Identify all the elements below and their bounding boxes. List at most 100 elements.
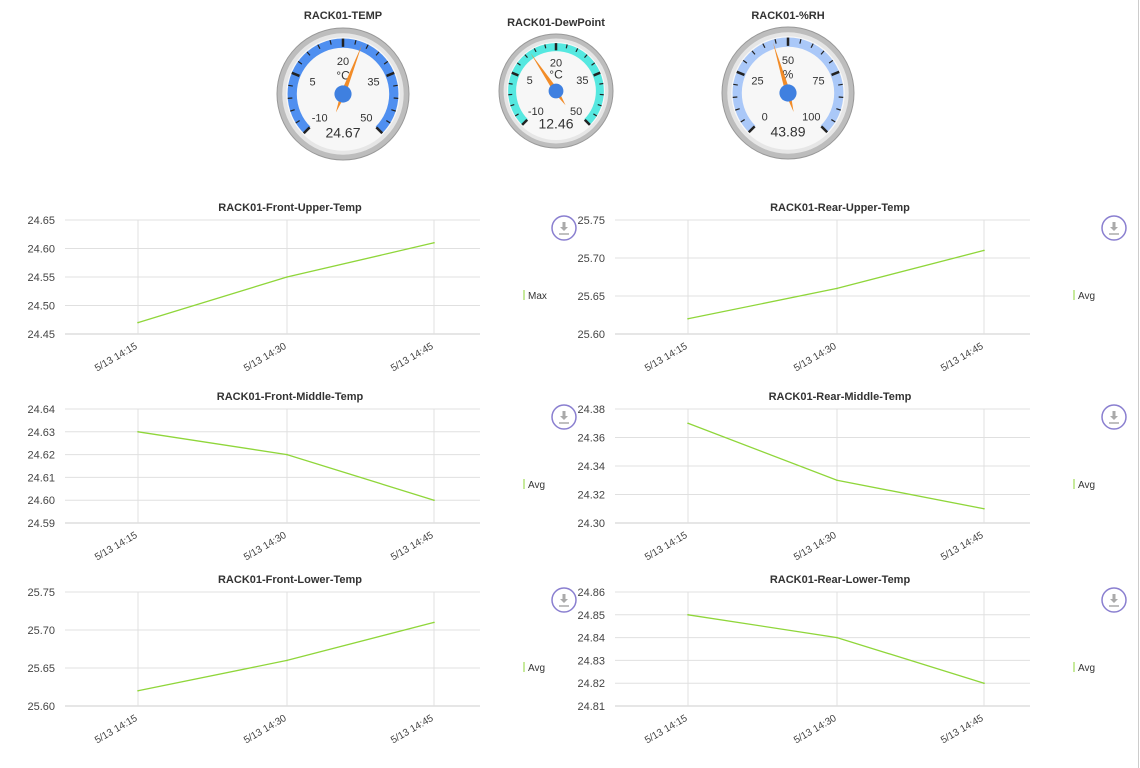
download-button[interactable]: [1101, 587, 1127, 613]
data-point: [687, 422, 689, 425]
gauge-tick: [747, 125, 756, 134]
gauge-tick: [391, 109, 396, 112]
y-tick-label: 24.30: [577, 518, 605, 530]
gauge-value: 43.89: [770, 124, 805, 140]
gauge-hub: [334, 85, 352, 103]
gauge-tick: [291, 71, 300, 78]
chart-title: RACK01-Front-Middle-Temp: [217, 391, 364, 403]
gauge-tick: [810, 43, 814, 48]
y-tick-label: 24.82: [577, 678, 605, 690]
y-tick-label: 25.75: [27, 587, 55, 599]
gauge-title: RACK01-TEMP: [303, 10, 383, 22]
y-tick-label: 24.45: [27, 329, 55, 341]
gauge-tick: [393, 84, 398, 87]
gauge-0: -10 5 20 35 50 °C 24.67: [276, 27, 410, 161]
data-point: [983, 507, 985, 510]
y-tick-label: 24.60: [27, 244, 55, 256]
data-point: [983, 249, 985, 252]
x-tick-label: 5/13 14:15: [643, 341, 690, 374]
y-tick-label: 24.50: [27, 301, 55, 313]
gauge-tick-label: -10: [528, 106, 544, 118]
gauge-tick: [375, 51, 380, 56]
download-icon-arrow: [560, 599, 568, 603]
series-line: [137, 621, 435, 692]
download-icon-arrow: [1110, 416, 1118, 420]
y-tick-label: 24.62: [27, 450, 55, 462]
gauge-title: RACK01-%RH: [751, 10, 825, 22]
gauge-tick: [584, 54, 588, 59]
data-point: [983, 682, 985, 684]
x-tick-label: 5/13 14:15: [93, 530, 140, 563]
x-tick-label: 5/13 14:45: [389, 530, 436, 563]
scrollbar-edge: [1138, 0, 1139, 768]
chart-title: RACK01-Rear-Upper-Temp: [770, 202, 910, 214]
gauge-tick-label: 5: [527, 75, 533, 87]
gauge-tick: [575, 48, 579, 53]
gauge-tick-label: 75: [812, 75, 824, 87]
data-point: [286, 276, 288, 278]
line-chart-rack01-front-upper-temp: RACK01-Front-Upper-Temp 24.45 24.50 24.55 24…: [0, 195, 577, 380]
gauge-tick: [508, 82, 513, 85]
chart-svg: RACK01-Rear-Upper-Temp 25.60 25.65 25.70 25.…: [577, 202, 1127, 374]
y-tick-label: 25.60: [27, 701, 55, 713]
y-tick-label: 25.65: [27, 663, 55, 675]
legend-label: Max: [528, 291, 547, 302]
line-chart-rack01-front-lower-temp: RACK01-Front-Lower-Temp 25.60 25.65 25.70 25…: [0, 567, 577, 752]
gauge-hub: [548, 83, 564, 99]
gauge-tick: [799, 38, 802, 44]
chart-title: RACK01-Front-Lower-Temp: [218, 574, 362, 586]
gauge-tick-label: -10: [312, 112, 328, 124]
gauge-tick: [288, 84, 293, 87]
gauge-tick: [521, 118, 529, 126]
gauge-tick: [593, 113, 598, 117]
download-button[interactable]: [1101, 215, 1127, 241]
gauge-hub: [779, 84, 797, 102]
data-point: [137, 431, 139, 433]
gauge-tick-label: 25: [751, 75, 763, 87]
download-button[interactable]: [1101, 404, 1127, 430]
y-tick-label: 24.61: [27, 472, 55, 484]
gauge-value: 24.67: [325, 125, 360, 141]
x-tick-label: 5/13 14:45: [389, 713, 436, 746]
y-tick-label: 25.70: [27, 625, 55, 637]
gauge-tick: [302, 126, 311, 135]
download-icon-arrow: [560, 416, 568, 420]
gauge-unit: °C: [549, 67, 563, 81]
legend-label: Avg: [1078, 663, 1095, 674]
y-tick-label: 24.36: [577, 433, 605, 445]
gauge-unit: °C: [336, 68, 350, 82]
download-button[interactable]: [551, 215, 577, 241]
data-point: [836, 636, 838, 639]
series-line: [687, 614, 985, 684]
y-tick-label: 24.32: [577, 490, 605, 502]
chart-title: RACK01-Rear-Middle-Temp: [769, 391, 912, 403]
download-button[interactable]: [551, 587, 577, 613]
gauge-tick: [591, 62, 596, 66]
gauge-tick: [740, 119, 745, 123]
download-icon-shaft: [1112, 411, 1116, 416]
download-icon: [1109, 594, 1119, 607]
gauge-unit: %: [783, 67, 794, 81]
y-tick-label: 24.85: [577, 610, 605, 622]
gauge-tick: [297, 60, 303, 65]
series-line: [137, 242, 435, 324]
chart-svg: RACK01-Front-Upper-Temp 24.45 24.50 24.55 24…: [27, 202, 577, 374]
x-tick-label: 5/13 14:45: [939, 530, 986, 563]
gauge-tick-label: 0: [762, 111, 768, 123]
y-tick-label: 24.38: [577, 404, 605, 416]
gauge-tick: [736, 70, 745, 77]
x-tick-label: 5/13 14:30: [792, 530, 839, 563]
y-tick-label: 24.64: [27, 404, 55, 416]
legend-label: Avg: [528, 663, 545, 674]
data-point: [687, 318, 689, 320]
gauge-tick: [831, 119, 836, 123]
gauge-tick: [742, 59, 748, 64]
gauge-tick-label: 100: [802, 111, 820, 123]
line-chart-rack01-rear-upper-temp: RACK01-Rear-Upper-Temp 25.60 25.65 25.70 25.…: [550, 195, 1127, 380]
data-point: [433, 499, 435, 501]
series-line: [687, 249, 985, 320]
download-icon-shaft: [562, 222, 566, 227]
gauge-tick: [544, 44, 547, 49]
download-button[interactable]: [551, 404, 577, 430]
x-tick-label: 5/13 14:45: [389, 341, 436, 374]
